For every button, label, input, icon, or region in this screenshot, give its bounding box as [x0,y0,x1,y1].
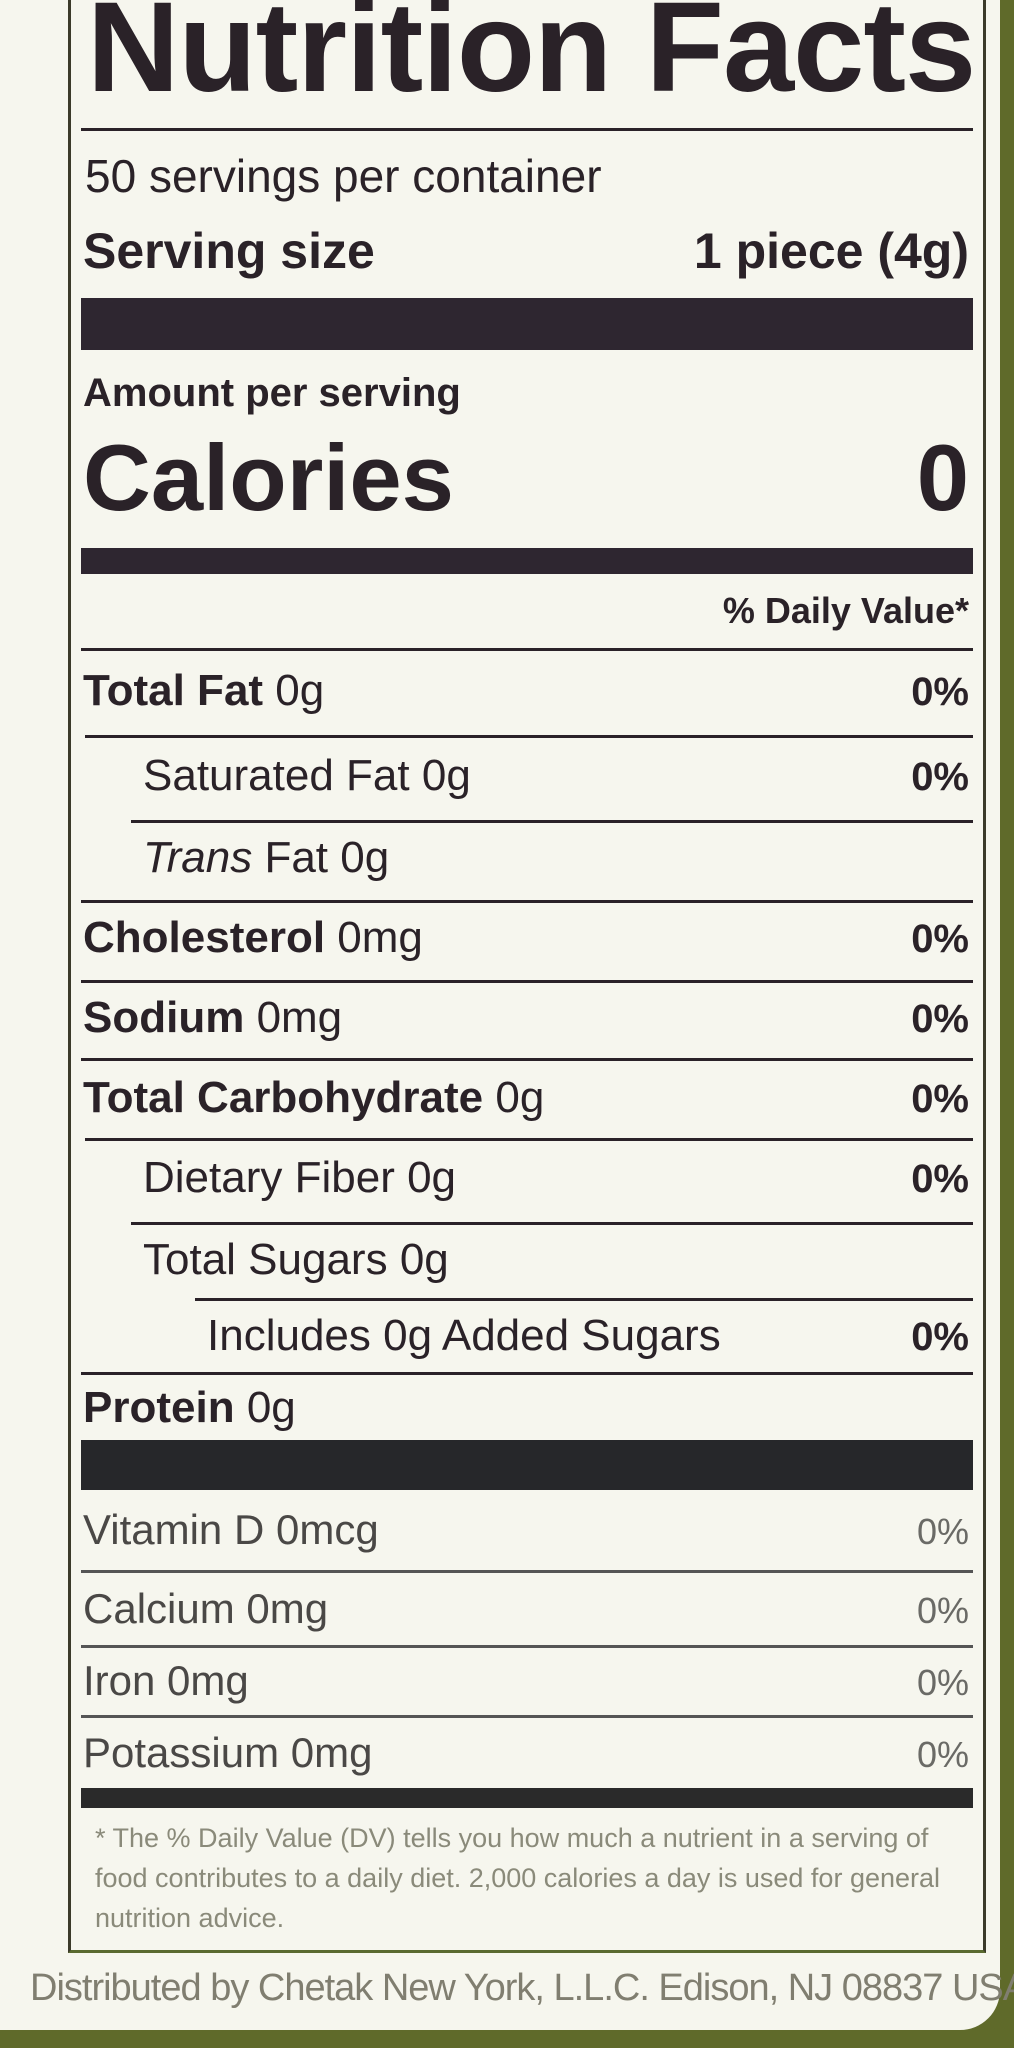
nutrient-name: Total Fat [83,666,264,715]
vitamin-dv: 0% [916,1734,969,1775]
amount-per-serving: Amount per serving [83,371,461,415]
nutrient-amount: 0g [407,1153,457,1202]
nutrient-dv: 0% [911,1077,969,1121]
nutrient-name-suffix: Fat [252,833,329,882]
nutrient-row-trans-fat: Trans Fat 0g [83,832,969,884]
divider [81,980,973,983]
divider [131,820,973,823]
thick-divider [81,1788,973,1808]
nutrient-dv: 0% [911,755,969,799]
vitamin-amount: 0mg [290,1729,373,1776]
nutrition-facts-panel: Nutrition Facts 50 servings per containe… [68,0,986,1953]
nutrient-row-saturated-fat: Saturated Fat 0g 0% [83,750,969,803]
nutrient-row-sodium: Sodium 0mg 0% [83,992,969,1045]
nutrient-row-total-fat: Total Fat 0g 0% [83,665,969,718]
calories-row: Calories 0 [83,424,969,532]
medium-divider [81,548,973,574]
vitamin-name: Vitamin D [83,1506,265,1553]
divider [131,1222,973,1225]
divider [81,1570,973,1573]
divider [195,1298,973,1301]
nutrient-amount: 0g [495,1073,545,1122]
nutrient-name: Sodium [83,993,245,1042]
nutrient-row-protein: Protein 0g [83,1382,969,1434]
vitamin-row-iron: Iron 0mg 0% [83,1656,969,1708]
vitamin-dv: 0% [916,1662,969,1703]
thick-divider [81,1440,973,1490]
daily-value-header: % Daily Value* [722,590,969,631]
nutrient-name: Dietary Fiber [143,1153,395,1202]
serving-size-value: 1 piece (4g) [693,223,969,279]
nutrient-name: Cholesterol [83,913,326,962]
nutrient-row-total-sugars: Total Sugars 0g [83,1234,969,1286]
vitamin-name: Calcium [83,1585,235,1632]
serving-size-label: Serving size [83,223,375,279]
distributor-text: Distributed by Chetak New York, L.L.C. E… [30,1967,1014,2009]
vitamin-amount: 0mcg [275,1506,379,1553]
panel-title: Nutrition Facts [87,0,976,119]
nutrient-row-added-sugars: Includes 0g Added Sugars 0% [83,1310,969,1363]
thick-divider [81,298,973,350]
vitamin-row-potassium: Potassium 0mg 0% [83,1728,969,1780]
nutrient-dv: 0% [911,917,969,961]
divider [85,1138,973,1141]
nutrient-dv: 0% [911,670,969,714]
nutrient-row-cholesterol: Cholesterol 0mg 0% [83,912,969,965]
nutrient-name: Saturated Fat [143,751,410,800]
footnote: * The % Daily Value (DV) tells you how m… [95,1823,941,1933]
nutrient-dv: 0% [911,1315,969,1359]
nutrient-name: Total Sugars [143,1235,388,1284]
nutrient-amount: 0mg [337,913,423,962]
vitamin-row-vitamin-d: Vitamin D 0mcg 0% [83,1505,969,1557]
vitamin-row-calcium: Calcium 0mg 0% [83,1584,969,1636]
divider [81,1715,973,1718]
serving-size-row: Serving size 1 piece (4g) [83,222,969,280]
nutrient-amount: 0g [340,833,390,882]
calories-label: Calories [83,425,454,530]
nutrient-name: Includes 0g Added Sugars [207,1311,721,1360]
nutrient-row-total-carbohydrate: Total Carbohydrate 0g 0% [83,1072,969,1125]
vitamin-name: Potassium [83,1729,280,1776]
divider [81,128,973,131]
nutrient-name: Protein [83,1383,235,1432]
nutrient-name: Total Carbohydrate [83,1073,484,1122]
nutrient-name: Trans [143,833,253,882]
nutrient-amount: 0g [246,1383,296,1432]
vitamin-amount: 0mg [167,1657,249,1704]
vitamin-amount: 0mg [246,1585,329,1632]
divider [81,1645,973,1648]
divider [81,900,973,903]
vitamin-dv: 0% [916,1590,969,1631]
nutrient-amount: 0g [399,1235,449,1284]
vitamin-name: Iron [83,1657,156,1704]
nutrient-dv: 0% [911,1157,969,1201]
divider [81,648,973,651]
nutrient-dv: 0% [911,997,969,1041]
servings-per-container: 50 servings per container [85,150,602,202]
divider [81,1372,973,1375]
divider [81,1058,973,1061]
divider [85,735,973,738]
nutrient-amount: 0g [275,666,325,715]
calories-value: 0 [916,425,969,530]
nutrient-row-dietary-fiber: Dietary Fiber 0g 0% [83,1152,969,1205]
nutrient-amount: 0g [421,751,471,800]
nutrient-amount: 0mg [256,993,343,1042]
vitamin-dv: 0% [916,1511,969,1552]
